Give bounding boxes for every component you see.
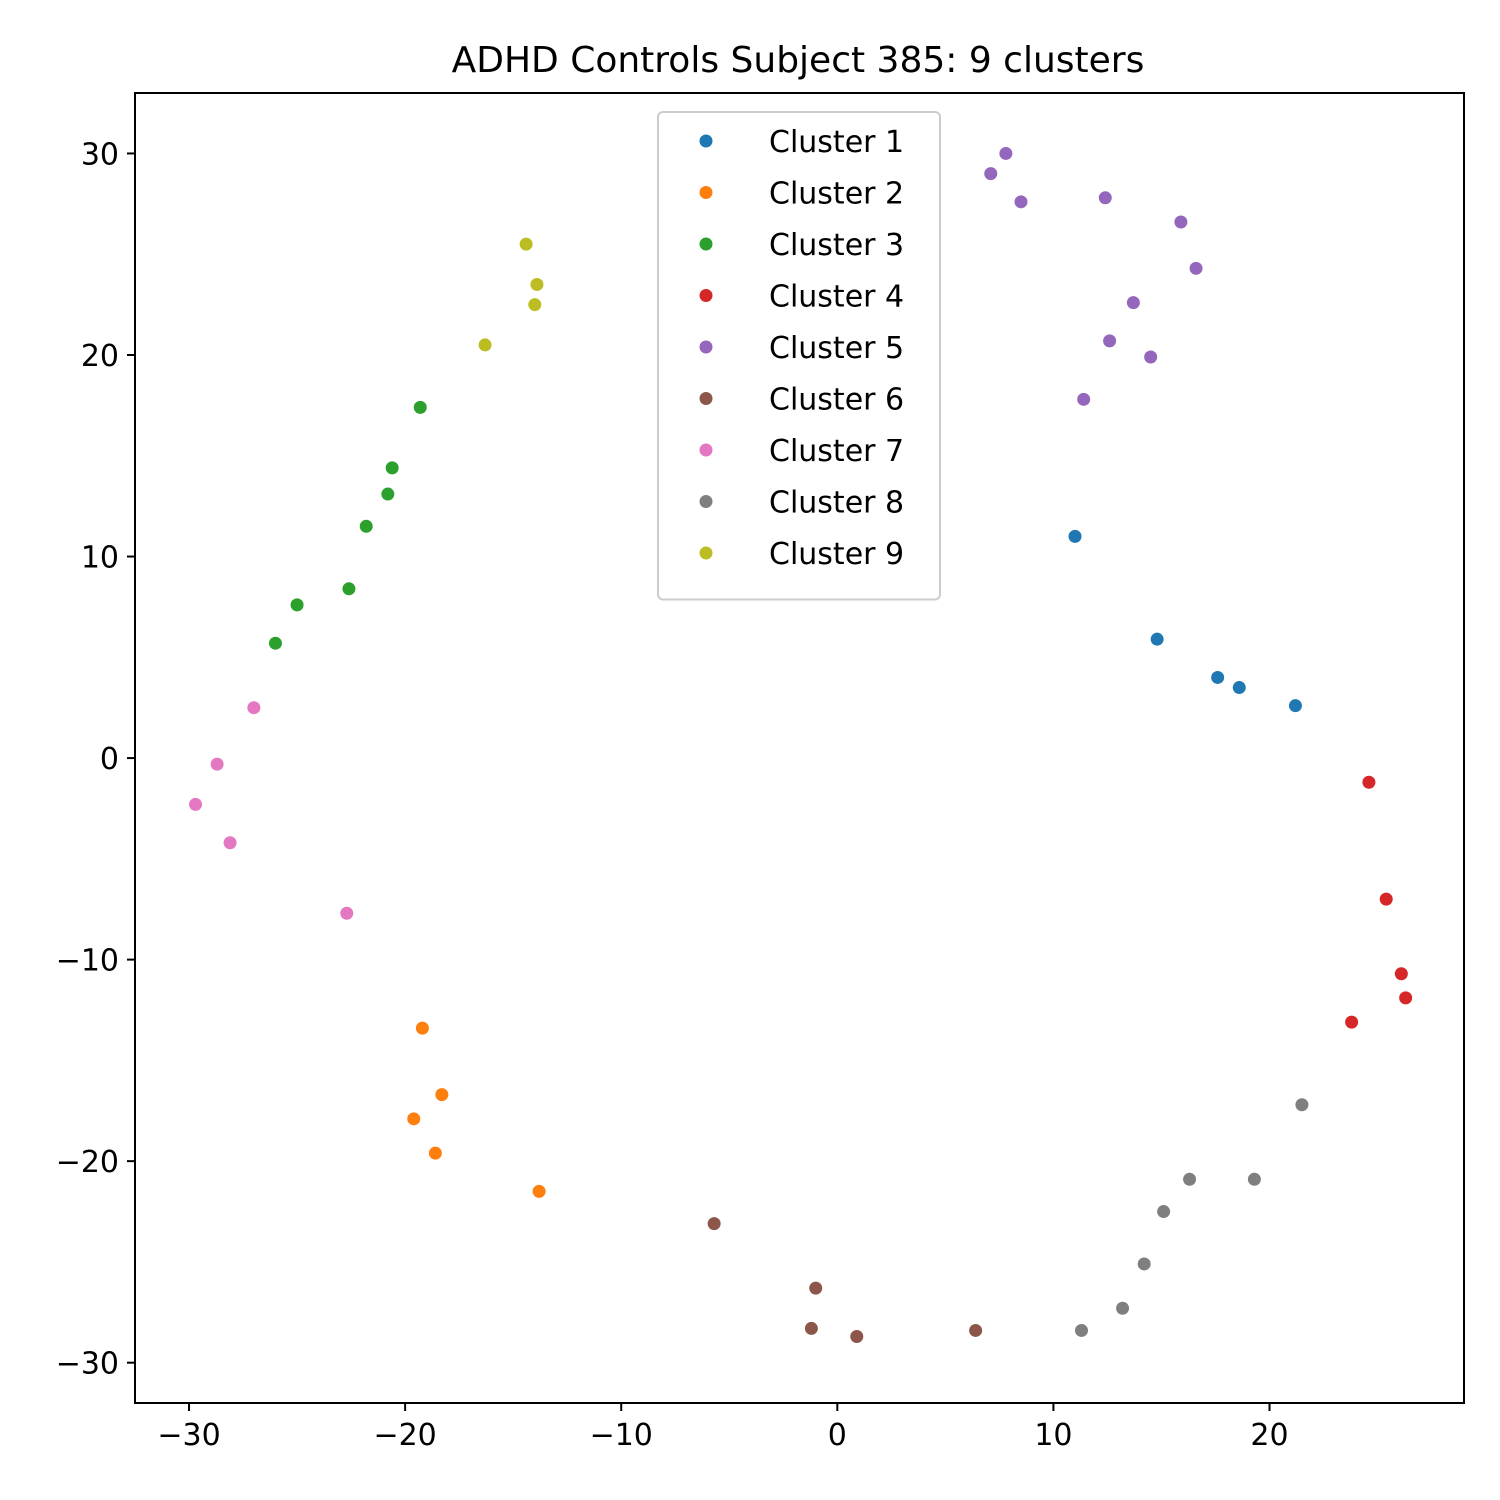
y-axis: −30 −20 −10 0 10 20 30 — [56, 137, 135, 1382]
point-cluster-1-1 — [1068, 529, 1082, 543]
x-tick-label: −10 — [590, 1418, 653, 1453]
point-cluster-5-6 — [1189, 261, 1203, 275]
legend: Cluster 1 Cluster 2 Cluster 3 Cluster 4 Clus… — [657, 111, 941, 601]
legend-marker-cluster-2 — [699, 186, 713, 199]
x-tick-label: 0 — [828, 1418, 847, 1453]
legend-box — [657, 111, 941, 601]
point-cluster-9-2 — [530, 277, 544, 291]
legend-marker-cluster-5 — [699, 340, 713, 354]
point-cluster-8-2 — [1183, 1172, 1197, 1186]
legend-marker-cluster-6 — [699, 392, 713, 405]
legend-label-cluster-3: Cluster 3 — [769, 228, 904, 263]
point-cluster-9-1 — [519, 237, 533, 251]
point-cluster-1-5 — [1288, 699, 1302, 713]
plot-frame — [134, 92, 1465, 1404]
point-cluster-8-4 — [1157, 1205, 1171, 1219]
point-cluster-6-3 — [804, 1321, 818, 1335]
point-cluster-2-1 — [415, 1021, 429, 1035]
point-cluster-4-5 — [1345, 1015, 1359, 1029]
legend-label-cluster-5: Cluster 5 — [769, 331, 904, 366]
point-cluster-8-1 — [1295, 1098, 1309, 1112]
point-cluster-4-3 — [1394, 967, 1408, 981]
point-cluster-2-2 — [435, 1088, 449, 1102]
point-cluster-5-8 — [1103, 334, 1117, 348]
point-cluster-3-5 — [342, 582, 356, 596]
point-cluster-7-1 — [247, 701, 261, 715]
x-tick-label: 10 — [1034, 1418, 1072, 1453]
x-tick-label: −20 — [373, 1418, 436, 1453]
legend-label-cluster-1: Cluster 1 — [769, 125, 904, 160]
legend-label-cluster-7: Cluster 7 — [769, 434, 904, 469]
legend-label-cluster-8: Cluster 8 — [769, 486, 904, 521]
y-tick-label: −10 — [56, 944, 119, 979]
y-tick-label: −30 — [56, 1347, 119, 1382]
point-cluster-4-2 — [1379, 892, 1393, 906]
point-cluster-2-4 — [428, 1146, 442, 1160]
legend-label-cluster-4: Cluster 4 — [769, 280, 904, 315]
point-cluster-5-4 — [1098, 191, 1112, 205]
legend-label-cluster-9: Cluster 9 — [769, 537, 904, 572]
point-cluster-2-3 — [407, 1112, 421, 1126]
point-cluster-6-5 — [969, 1323, 983, 1337]
y-tick-label: 20 — [81, 339, 119, 374]
point-cluster-6-1 — [707, 1217, 721, 1231]
point-cluster-7-2 — [210, 757, 224, 771]
legend-marker-cluster-4 — [699, 289, 713, 302]
point-cluster-4-4 — [1399, 991, 1413, 1005]
y-tick-label: 30 — [81, 137, 119, 172]
point-cluster-8-6 — [1116, 1301, 1130, 1315]
legend-marker-cluster-7 — [699, 443, 713, 457]
y-tick-label: 0 — [100, 742, 119, 777]
y-tick-label: −20 — [56, 1145, 119, 1180]
point-cluster-7-5 — [340, 906, 354, 920]
x-axis: −30 −20 −10 0 10 20 — [157, 1403, 1289, 1453]
legend-marker-cluster-9 — [699, 546, 713, 560]
point-cluster-1-3 — [1211, 670, 1225, 684]
point-cluster-8-7 — [1075, 1323, 1089, 1337]
point-cluster-3-7 — [268, 636, 282, 650]
y-tick-label: 10 — [81, 541, 119, 576]
point-cluster-3-3 — [381, 487, 395, 501]
points-layer — [189, 146, 1413, 1343]
point-cluster-5-3 — [1014, 195, 1028, 209]
point-cluster-5-1 — [999, 146, 1013, 160]
point-cluster-5-5 — [1174, 215, 1188, 229]
point-cluster-4-1 — [1362, 775, 1376, 789]
legend-label-cluster-2: Cluster 2 — [769, 177, 904, 212]
legend-marker-cluster-8 — [699, 495, 713, 508]
point-cluster-1-2 — [1150, 632, 1164, 646]
legend-marker-cluster-3 — [699, 237, 713, 251]
point-cluster-6-2 — [809, 1281, 823, 1295]
point-cluster-7-3 — [189, 797, 203, 811]
point-cluster-2-5 — [532, 1184, 546, 1198]
point-cluster-3-1 — [413, 400, 427, 414]
point-cluster-9-4 — [478, 338, 492, 352]
legend-marker-cluster-1 — [699, 134, 713, 148]
point-cluster-5-2 — [984, 167, 998, 181]
point-cluster-3-2 — [385, 461, 399, 475]
point-cluster-3-6 — [290, 598, 304, 612]
point-cluster-5-10 — [1077, 392, 1091, 406]
point-cluster-5-7 — [1126, 296, 1140, 310]
chart-title: ADHD Controls Subject 385: 9 clusters — [452, 40, 1145, 81]
legend-label-cluster-6: Cluster 6 — [769, 383, 904, 418]
point-cluster-6-4 — [850, 1329, 864, 1343]
x-tick-label: −30 — [157, 1418, 220, 1453]
point-cluster-1-4 — [1232, 681, 1246, 695]
point-cluster-8-5 — [1137, 1257, 1151, 1271]
point-cluster-5-9 — [1144, 350, 1158, 364]
point-cluster-8-3 — [1247, 1172, 1261, 1186]
x-tick-label: 20 — [1250, 1418, 1288, 1453]
point-cluster-3-4 — [359, 519, 373, 533]
point-cluster-9-3 — [528, 298, 542, 312]
point-cluster-7-4 — [223, 836, 237, 850]
